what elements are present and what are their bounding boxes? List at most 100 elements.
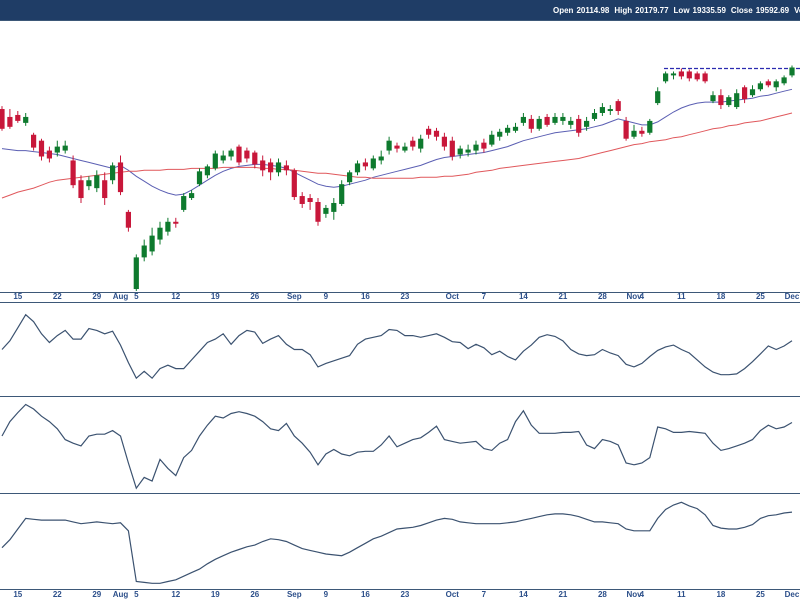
candle-body — [252, 152, 258, 165]
x-tick-label: 21 — [558, 590, 567, 599]
candle-body — [339, 184, 345, 204]
moving-average-line — [1, 88, 793, 196]
x-tick-label: Nov — [626, 292, 642, 301]
x-tick-label: 14 — [519, 590, 528, 599]
header-bar — [0, 0, 800, 20]
candle-body — [394, 145, 400, 149]
readout-label: Open — [553, 6, 574, 15]
candle-body — [647, 120, 653, 133]
candle-body — [141, 245, 147, 258]
candle-body — [710, 95, 716, 102]
candle-body — [742, 87, 748, 100]
candle-body — [441, 136, 447, 147]
x-tick-label: 26 — [250, 292, 259, 301]
candle-body — [639, 130, 645, 134]
candle-body — [749, 89, 756, 96]
candle-body — [465, 149, 471, 153]
candle-body — [765, 81, 771, 86]
candle-body — [268, 162, 274, 173]
candle-body — [497, 131, 503, 137]
candle-body — [323, 207, 329, 214]
x-tick-label: 11 — [677, 590, 686, 599]
x-tick-label: 7 — [482, 292, 487, 301]
x-tick-label: Dec — [785, 292, 800, 301]
candle-body — [149, 235, 155, 252]
candle-body — [347, 172, 353, 183]
candle-body — [196, 171, 203, 185]
candle-body — [670, 73, 677, 76]
x-tick-label: Aug — [113, 590, 129, 599]
x-tick-label: 25 — [756, 292, 765, 301]
x-tick-label: 11 — [677, 292, 686, 301]
candle-body — [362, 162, 368, 167]
candle-body — [236, 146, 242, 163]
x-tick-label: 29 — [92, 590, 101, 599]
candle-body — [591, 112, 598, 119]
candle-body — [655, 91, 661, 104]
readout-label: Volume — [794, 6, 800, 15]
x-tick-label: 25 — [756, 590, 765, 599]
candle-body — [291, 170, 297, 198]
x-tick-label: 16 — [361, 292, 370, 301]
candle-body — [512, 126, 519, 131]
candle-body — [781, 77, 787, 84]
x-tick-label: 18 — [716, 292, 725, 301]
candle-body — [15, 114, 21, 121]
candle-body — [86, 180, 92, 187]
readout-label: Low — [674, 6, 691, 15]
candle-body — [473, 144, 479, 151]
x-tick-label: 4 — [640, 292, 645, 301]
moving-average-line — [1, 112, 793, 199]
readout-value: 19592.69 — [756, 6, 790, 15]
candle-body — [54, 146, 60, 153]
candle-body — [331, 202, 337, 212]
candle-body — [568, 120, 574, 125]
candle-body — [678, 71, 684, 77]
candle-body — [449, 140, 455, 157]
x-tick-label: 12 — [171, 292, 180, 301]
candle-body — [23, 116, 29, 123]
candle-body — [244, 150, 250, 159]
candle-body — [157, 227, 163, 240]
candle-body — [220, 155, 226, 161]
candle-body — [7, 116, 13, 127]
candle-body — [31, 134, 37, 148]
candle-body — [536, 118, 542, 129]
candle-body — [70, 160, 76, 186]
x-tick-label: 22 — [53, 292, 62, 301]
x-tick-label: 5 — [134, 590, 139, 599]
candle-body — [631, 130, 637, 137]
x-tick-label: 26 — [250, 590, 259, 599]
indicator-line — [1, 403, 793, 490]
candle-body — [789, 67, 795, 76]
x-tick-label: Sep — [287, 292, 302, 301]
indicator-line — [1, 313, 793, 380]
candle-body — [433, 130, 440, 137]
candle-body — [560, 116, 566, 121]
candle-body — [165, 221, 171, 232]
candle-body — [370, 158, 376, 169]
x-tick-label: Oct — [446, 292, 460, 301]
candle-body — [189, 193, 195, 199]
candle-body — [584, 120, 590, 127]
candle-body — [260, 160, 266, 171]
candle-body — [283, 165, 289, 171]
x-tick-label: 9 — [324, 292, 329, 301]
x-tick-label: Dec — [785, 590, 800, 599]
readout-value: 20179.77 — [635, 6, 669, 15]
candle-body — [204, 166, 210, 176]
candle-body — [489, 134, 495, 145]
candle-body — [173, 221, 179, 224]
x-tick-label: 23 — [400, 292, 409, 301]
candle-body — [133, 257, 139, 290]
candle-body — [457, 148, 463, 155]
candle-body — [702, 73, 708, 82]
candle-body — [607, 109, 613, 112]
readout-value: 20114.98 — [576, 6, 609, 15]
candle-body — [544, 116, 550, 125]
candle-body — [528, 118, 534, 129]
x-tick-label: 7 — [482, 590, 487, 599]
candle-body — [663, 73, 669, 82]
x-tick-label: 18 — [716, 590, 725, 599]
candle-body — [615, 101, 621, 112]
